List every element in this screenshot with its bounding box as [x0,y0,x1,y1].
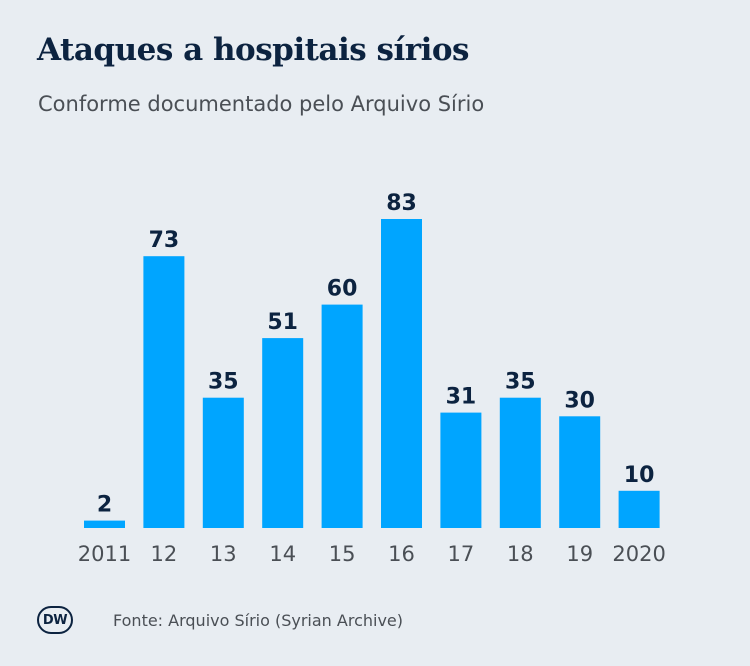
footer: DW Fonte: Arquivo Sírio (Syrian Archive) [37,606,403,634]
x-tick-label-17: 17 [448,542,475,566]
chart-title: Ataques a hospitais sírios [37,32,470,68]
data-label-15: 60 [327,277,358,302]
bar-2020 [618,490,660,528]
x-tick-label-13: 13 [210,542,237,566]
x-tick-label-12: 12 [151,542,178,566]
bar-18 [499,397,541,528]
x-tick-label-19: 19 [566,542,593,566]
data-label-2011: 2 [97,493,112,518]
bar-15 [321,304,363,528]
bar-14 [262,338,304,528]
data-label-16: 83 [386,191,417,216]
bar-16 [381,219,422,528]
data-label-2020: 10 [624,463,655,488]
bar-13 [202,397,244,528]
data-label-12: 73 [149,228,180,253]
x-tick-label-2011: 2011 [78,542,131,566]
bar-12 [143,256,185,528]
data-label-18: 35 [505,370,536,395]
x-tick-label-18: 18 [507,542,534,566]
dw-logo-icon: DW [37,606,73,634]
data-label-17: 31 [446,385,477,410]
source-note: Fonte: Arquivo Sírio (Syrian Archive) [113,610,404,630]
bar-17 [440,412,482,528]
x-tick-label-16: 16 [388,542,415,566]
bar-19 [559,416,601,528]
data-label-19: 30 [564,388,595,413]
x-tick-label-15: 15 [329,542,356,566]
data-label-14: 51 [267,310,298,335]
data-label-13: 35 [208,370,239,395]
x-tick-label-2020: 2020 [612,542,665,566]
chart-subtitle: Conforme documentado pelo Arquivo Sírio [38,92,485,116]
x-tick-label-14: 14 [269,542,296,566]
bar-2011 [84,520,125,528]
